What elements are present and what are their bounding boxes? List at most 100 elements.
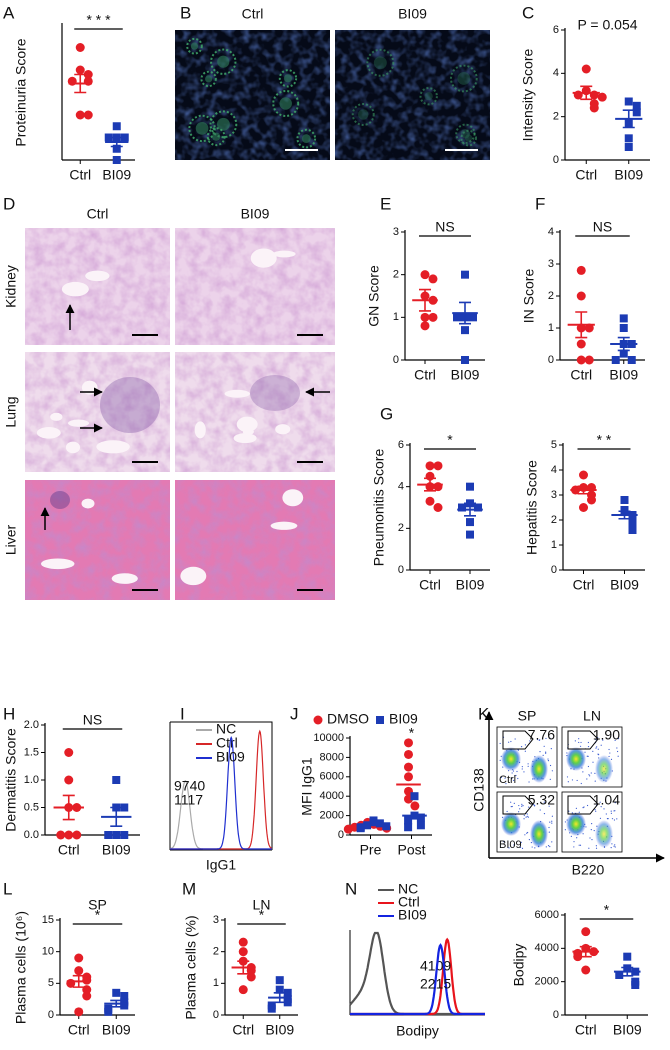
- flow-event: [502, 766, 504, 768]
- data-point: [356, 824, 365, 833]
- data-point: [628, 521, 637, 529]
- legend-label: BI09: [389, 711, 418, 727]
- y-tick-label: 6: [398, 439, 404, 451]
- data-point: [104, 1007, 113, 1016]
- flow-event: [567, 781, 569, 783]
- flow-event: [499, 759, 501, 762]
- legend-label: Ctrl: [398, 894, 420, 910]
- data-point: [283, 998, 292, 1007]
- tissue-space: [81, 498, 95, 509]
- micrograph-texture: [25, 228, 170, 345]
- panel-letter: I: [180, 704, 185, 723]
- data-point: [83, 110, 93, 120]
- flow-event: [590, 829, 592, 831]
- chart-title: SP: [88, 897, 107, 913]
- flow-event: [549, 845, 551, 848]
- data-point: [597, 92, 607, 102]
- data-point: [120, 1001, 129, 1010]
- gate: [502, 795, 534, 815]
- flow-event: [610, 812, 613, 814]
- error-bar: [580, 85, 593, 101]
- flow-event: [523, 771, 525, 773]
- data-point: [425, 496, 435, 506]
- data-point: [404, 738, 413, 748]
- flow-event: [576, 837, 578, 839]
- data-point: [453, 313, 461, 322]
- data-point: [624, 97, 633, 106]
- error-bar: [618, 510, 631, 520]
- glomerulus-core: [217, 55, 230, 68]
- flow-event: [578, 738, 580, 740]
- flow-event: [590, 772, 592, 774]
- glomerulus-core: [460, 129, 470, 139]
- data-point: [369, 816, 378, 825]
- data-point: [576, 291, 586, 301]
- y-tick-label: 0: [548, 354, 554, 366]
- data-point: [611, 356, 620, 364]
- flow-event: [551, 822, 553, 824]
- panel-letter: H: [3, 704, 15, 723]
- x-tick-label: BI09: [102, 167, 131, 183]
- infiltrate: [50, 491, 70, 509]
- flow-event: [505, 783, 507, 785]
- flow-event: [550, 748, 552, 750]
- error-bar: [617, 336, 630, 352]
- flow-event: [573, 841, 575, 843]
- significance-label: * * *: [86, 12, 111, 28]
- tissue-space: [270, 521, 298, 530]
- panel-letter: M: [182, 879, 196, 898]
- flow-event: [613, 845, 615, 847]
- y-tick-label: 2: [548, 290, 554, 302]
- flow-event: [510, 801, 512, 803]
- y-axis-label: Plasma cells (10⁶): [13, 911, 29, 1024]
- legend-label: BI09: [398, 907, 427, 923]
- significance-label: *: [259, 907, 265, 923]
- flow-event: [587, 765, 590, 768]
- flow-event: [566, 752, 568, 754]
- data-point: [420, 312, 430, 322]
- micrograph-texture: [25, 480, 170, 600]
- flow-population: [595, 755, 613, 783]
- flow-event: [521, 768, 523, 770]
- flow-event: [617, 755, 619, 757]
- data-point: [420, 321, 430, 331]
- flow-event: [587, 745, 590, 748]
- flow-event: [545, 751, 547, 753]
- error-bar: [110, 136, 123, 148]
- row-label: Lung: [3, 396, 19, 427]
- data-point: [615, 971, 624, 979]
- y-axis-label: CD138: [471, 768, 487, 812]
- data-point: [433, 503, 443, 512]
- flow-event: [591, 823, 593, 825]
- data-point: [623, 952, 632, 961]
- x-tick-label: BI09: [614, 167, 643, 183]
- x-tick-label: Ctrl: [575, 1022, 597, 1038]
- y-tick-label: 4: [398, 481, 404, 493]
- glomerulus: [455, 123, 476, 144]
- row-label: Kidney: [3, 265, 19, 308]
- glomerulus: [419, 87, 438, 106]
- flow-event: [526, 815, 528, 817]
- glomerulus: [460, 129, 477, 147]
- flow-event: [548, 831, 550, 833]
- flow-event: [597, 748, 599, 750]
- panel-letter: E: [380, 194, 391, 213]
- data-point: [404, 772, 413, 782]
- y-tick-label: 0: [553, 1009, 559, 1021]
- y-tick-label: 2: [551, 514, 557, 526]
- glomerulus-core: [190, 42, 199, 50]
- glomerulus: [351, 103, 375, 127]
- flow-event: [529, 740, 531, 742]
- y-tick-label: 1: [548, 322, 554, 334]
- y-tick-label: 0: [213, 1009, 219, 1021]
- error-bar: [424, 477, 436, 492]
- flow-event: [613, 810, 615, 812]
- flow-event: [500, 776, 502, 779]
- data-point: [404, 762, 413, 772]
- flow-event: [520, 841, 522, 844]
- data-point: [74, 1007, 84, 1017]
- data-point: [238, 937, 248, 947]
- y-tick-label: 3: [393, 226, 399, 238]
- data-point: [410, 792, 419, 801]
- flow-event: [543, 801, 545, 803]
